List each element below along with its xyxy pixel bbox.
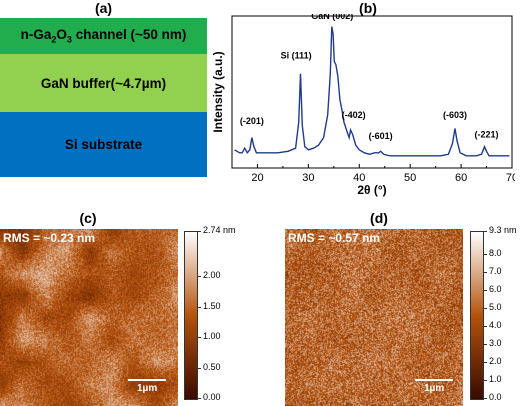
colorbar-c xyxy=(184,231,198,400)
xrd-peak-annotation: (-201) xyxy=(240,116,264,126)
xrd-peak-annotation: (-221) xyxy=(475,130,499,140)
rms-label-d: RMS = ~0.57 nm xyxy=(288,231,381,245)
scalebar-d xyxy=(415,379,453,381)
colorbar-tick-mark xyxy=(198,231,201,232)
layer-stack: n-Ga2O3 channel (~50 nm) GaN buffer(~4.7… xyxy=(0,18,207,177)
colorbar-tick-label: 0.50 xyxy=(203,361,221,372)
channel-label-sub2: 3 xyxy=(66,34,72,45)
panel-a-label: (a) xyxy=(94,0,113,16)
colorbar-tick-mark xyxy=(484,254,487,256)
colorbar-tick-label: 4.0 xyxy=(489,320,502,331)
colorbar-tick-label: 5.0 xyxy=(489,302,502,313)
xrd-x-tick-label: 40 xyxy=(353,172,365,184)
colorbar-tick-mark xyxy=(198,367,201,369)
colorbar-tick-label: 1.0 xyxy=(489,374,502,385)
gan-buffer-label: GaN buffer(~4.7µm) xyxy=(40,75,167,91)
xrd-x-tick-label: 30 xyxy=(302,172,314,184)
colorbar-tick-mark xyxy=(198,306,201,308)
scalebar-label-d: 1µm xyxy=(424,383,445,394)
channel-label-prefix: n-Ga xyxy=(20,27,52,43)
xrd-series-line xyxy=(234,26,510,157)
colorbar-tick-label: 2.0 xyxy=(489,356,502,367)
xrd-peak-annotation: (-402) xyxy=(342,110,366,120)
rms-label-c: RMS = ~0.23 nm xyxy=(3,231,96,245)
colorbar-tick-mark xyxy=(484,326,487,328)
xrd-peak-annotation: GaN (002) xyxy=(311,14,353,21)
scalebar-c xyxy=(128,379,166,381)
xrd-y-axis-label: Intensity (a.u.) xyxy=(211,51,225,132)
colorbar-tick-mark xyxy=(484,398,487,399)
xrd-x-tick-label: 70 xyxy=(506,172,515,184)
colorbar-tick-mark xyxy=(198,398,201,399)
colorbar-tick-mark xyxy=(198,337,201,339)
afm-image-d: RMS = ~0.57 nm 1µm xyxy=(285,229,463,406)
colorbar-tick-label: 2.74 nm xyxy=(203,225,236,235)
xrd-annotations: (-201) Si (111) GaN (002) (-402) (-601) (-603… xyxy=(240,14,499,141)
afm-image-c: RMS = ~0.23 nm 1µm xyxy=(0,229,178,406)
xrd-x-axis-label: 2θ (°) xyxy=(357,183,386,197)
colorbar-tick-mark xyxy=(198,276,201,278)
colorbar-d xyxy=(470,231,484,400)
colorbar-tick-mark xyxy=(484,362,487,364)
channel-layer: n-Ga2O3 channel (~50 nm) xyxy=(0,18,207,54)
afm-texture-d xyxy=(285,229,463,406)
colorbar-tick-mark xyxy=(484,290,487,292)
colorbar-tick-mark xyxy=(484,380,487,382)
channel-label-suffix: channel (~50 nm) xyxy=(71,27,187,43)
panel-b-label: (b) xyxy=(359,0,377,16)
colorbar-tick-mark xyxy=(484,308,487,310)
xrd-x-tick-label: 50 xyxy=(404,172,416,184)
panel-c-label: (c) xyxy=(79,210,97,226)
colorbar-tick-label: 0.0 xyxy=(489,392,502,402)
colorbar-tick-label: 2.00 xyxy=(203,270,221,281)
gan-buffer-layer: GaN buffer(~4.7µm) xyxy=(0,54,207,112)
colorbar-tick-label: 6.0 xyxy=(489,284,502,295)
si-substrate-label: Si substrate xyxy=(64,137,143,152)
channel-label-mid: O xyxy=(56,27,67,43)
colorbar-tick-label: 3.0 xyxy=(489,338,502,349)
panel-d-label: (d) xyxy=(370,210,388,226)
xrd-plot-frame xyxy=(231,15,513,169)
xrd-peak-annotation: (-603) xyxy=(443,110,467,120)
colorbar-tick-mark xyxy=(484,272,487,274)
afm-texture-c xyxy=(0,229,178,406)
colorbar-tick-label: 1.50 xyxy=(203,300,221,311)
xrd-chart: 20 30 40 50 60 70 (-201) Si (111) GaN (002) (-40… xyxy=(211,14,515,197)
channel-label-sub1: 2 xyxy=(51,34,57,45)
colorbar-tick-mark xyxy=(484,344,487,346)
colorbar-tick-label: 0.00 xyxy=(203,392,221,402)
colorbar-tick-label: 7.0 xyxy=(489,266,502,277)
colorbar-tick-label: 1.00 xyxy=(203,331,221,342)
colorbar-tick-label: 8.0 xyxy=(489,248,502,259)
xrd-peak-annotation: (-601) xyxy=(369,131,393,141)
xrd-x-tick-label: 60 xyxy=(455,172,467,184)
xrd-x-ticks: 20 30 40 50 60 70 xyxy=(231,164,515,184)
xrd-peak-annotation: Si (111) xyxy=(281,51,312,61)
channel-layer-label: n-Ga2O3 channel (~50 nm) xyxy=(21,27,187,45)
colorbar-tick-mark xyxy=(484,231,487,232)
si-substrate-layer: Si substrate xyxy=(0,112,207,177)
scalebar-label-c: 1µm xyxy=(137,383,158,394)
xrd-x-tick-label: 20 xyxy=(251,172,263,184)
colorbar-tick-label: 9.3 nm xyxy=(489,225,517,235)
